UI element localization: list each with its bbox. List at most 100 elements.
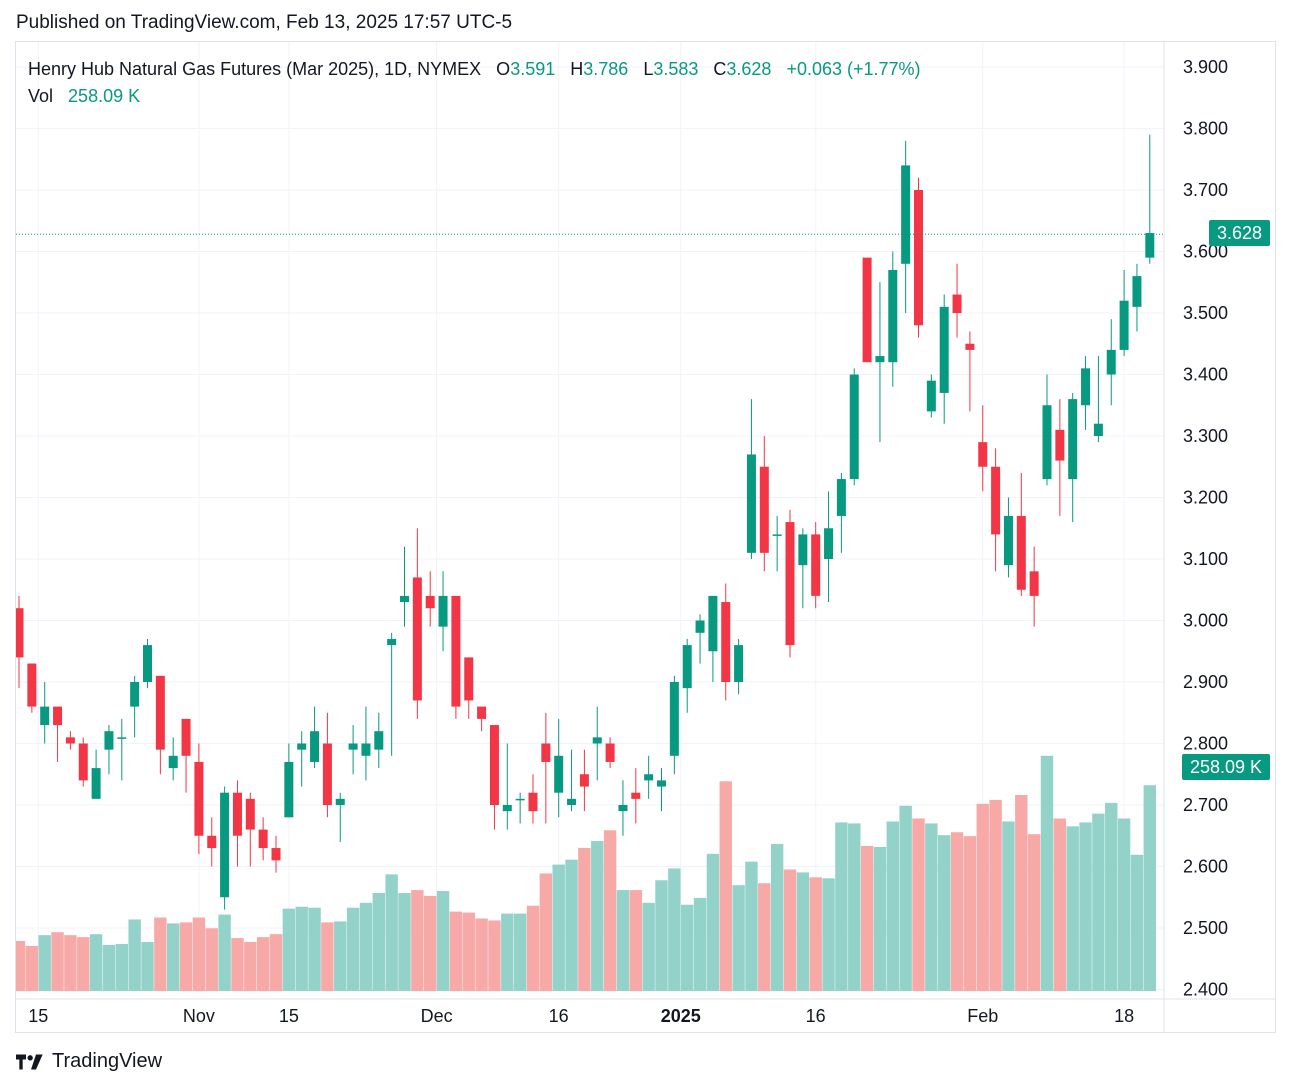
- legend-open-value: 3.591: [510, 59, 556, 79]
- volume-bar: [848, 823, 861, 991]
- volume-bar: [565, 859, 578, 991]
- volume-bar: [25, 945, 39, 991]
- volume-bar: [398, 893, 411, 991]
- volume-bar: [295, 906, 308, 991]
- volume-bar: [154, 917, 167, 991]
- candle-body: [965, 343, 975, 350]
- volume-bar: [591, 841, 604, 991]
- volume-bar: [886, 821, 899, 991]
- candle-body: [785, 522, 795, 646]
- candle-body: [708, 595, 718, 652]
- volume-bar: [77, 937, 90, 991]
- volume-bar: [64, 935, 77, 991]
- volume-bar: [732, 885, 745, 991]
- candle-body: [669, 682, 679, 756]
- volume-bar: [1002, 821, 1015, 991]
- price-axis-label: 2.900: [1183, 672, 1228, 692]
- volume-bar: [501, 913, 514, 991]
- price-axis-label: 3.100: [1183, 549, 1228, 569]
- candle-body: [425, 595, 435, 609]
- volume-bar: [603, 830, 617, 991]
- time-axis-label: 16: [806, 1006, 826, 1026]
- tradingview-branding[interactable]: TradingView: [16, 1050, 162, 1073]
- candle-body: [798, 534, 808, 566]
- candlestick-chart[interactable]: 3.900 3.800 3.700 3.600 3.500 3.400 3.300 3.200…: [16, 42, 1276, 1033]
- price-axis-label: 3.500: [1183, 303, 1228, 323]
- legend-close-label: C: [713, 59, 727, 79]
- candle-body: [1093, 423, 1103, 436]
- candle-body: [888, 269, 898, 363]
- volume-bar: [269, 934, 283, 991]
- time-axis-label: 18: [1114, 1006, 1134, 1026]
- candle-body: [310, 731, 320, 762]
- volume-bar: [783, 869, 797, 991]
- candle-body: [387, 638, 397, 646]
- candle-body: [232, 792, 242, 836]
- candle-body: [811, 534, 821, 596]
- legend-ohlc-row: Henry Hub Natural Gas Futures (Mar 2025)…: [28, 56, 921, 83]
- volume-bar: [989, 799, 1002, 991]
- volume-bar: [141, 942, 154, 991]
- time-axis-label: Dec: [421, 1006, 453, 1026]
- volume-bar: [192, 917, 206, 991]
- volume-bar: [963, 836, 977, 991]
- volume-bar: [1053, 818, 1067, 991]
- volume-bar: [976, 803, 989, 991]
- candle-body: [836, 479, 846, 516]
- candle-body: [91, 768, 101, 799]
- legend-low-label: L: [643, 59, 654, 79]
- legend-high-value: 3.786: [583, 59, 629, 79]
- volume-bar: [372, 893, 385, 991]
- volume-bar: [102, 944, 116, 991]
- volume-bar: [462, 912, 475, 991]
- candle-body: [1055, 429, 1065, 461]
- chart-legend: Henry Hub Natural Gas Futures (Mar 2025)…: [28, 56, 921, 110]
- candle-body: [412, 577, 422, 701]
- candle-body: [721, 602, 731, 682]
- candle-body: [579, 774, 589, 787]
- price-axis-label: 2.400: [1183, 980, 1228, 1000]
- candle-body: [438, 595, 448, 627]
- price-axis-label: 3.300: [1183, 426, 1228, 446]
- volume-bar: [539, 873, 553, 991]
- chart-area[interactable]: 3.900 3.800 3.700 3.600 3.500 3.400 3.300 3.200…: [15, 41, 1276, 1033]
- volume-bar: [256, 937, 270, 991]
- candle-body: [400, 595, 409, 603]
- candle-body: [1029, 571, 1039, 596]
- price-axis-label: 3.200: [1183, 488, 1228, 508]
- candle-body: [181, 718, 191, 756]
- candle-body: [631, 792, 641, 799]
- last-price-badge: 3.628: [1208, 220, 1270, 247]
- volume-bar: [1027, 834, 1041, 991]
- time-axis-label: 16: [549, 1006, 569, 1026]
- volume-bar: [218, 914, 231, 991]
- candle-body: [245, 798, 255, 830]
- legend-low-value: 3.583: [653, 59, 699, 79]
- candle-body: [348, 743, 358, 750]
- candle-body: [618, 805, 628, 812]
- candle-body: [1003, 515, 1013, 566]
- volume-bar: [167, 923, 180, 991]
- published-caption: Published on TradingView.com, Feb 13, 20…: [16, 12, 513, 33]
- candle-body: [592, 737, 602, 744]
- volume-bar: [526, 905, 540, 991]
- candle-body: [451, 595, 461, 707]
- candle-body: [657, 780, 666, 787]
- volume-bar: [616, 890, 630, 991]
- legend-high-label: H: [570, 59, 584, 79]
- legend-open-label: O: [496, 59, 511, 79]
- candle-body: [862, 257, 872, 363]
- price-axis-label: 3.800: [1183, 119, 1228, 139]
- candle-body: [464, 657, 474, 701]
- candle-body: [168, 755, 178, 769]
- candle-body: [567, 798, 577, 805]
- candle-body: [489, 725, 499, 805]
- volume-bar: [1092, 813, 1105, 991]
- volume-bar: [706, 853, 720, 991]
- volume-bar: [822, 878, 835, 991]
- candle-body: [1132, 276, 1142, 307]
- volume-bar: [719, 781, 732, 991]
- candle-body: [824, 528, 834, 559]
- candle-body: [1016, 515, 1026, 590]
- candle-body: [978, 442, 988, 467]
